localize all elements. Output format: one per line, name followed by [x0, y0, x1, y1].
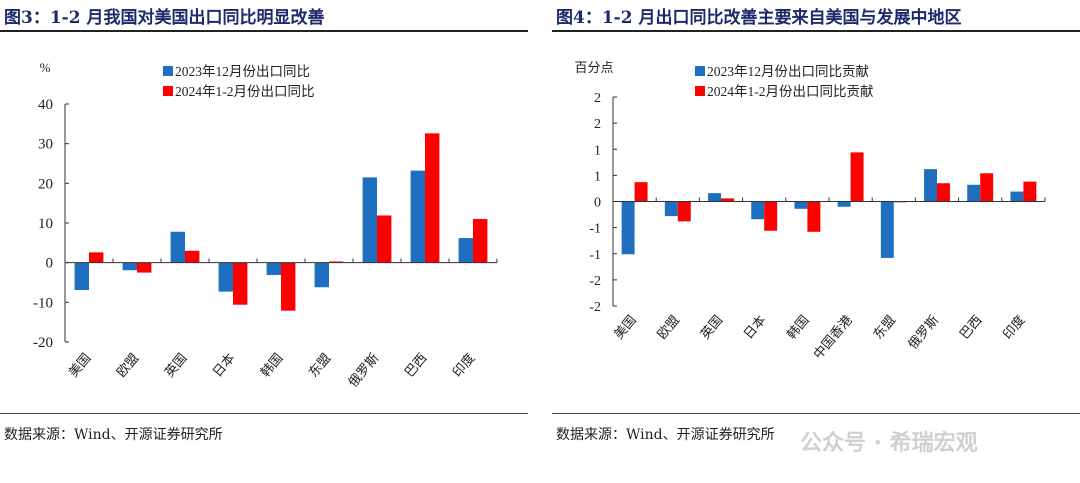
bar	[708, 193, 721, 202]
y-tick-label: 0	[594, 196, 601, 211]
bar	[218, 262, 233, 292]
bar	[410, 170, 425, 263]
x-tick-label: 欧盟	[654, 312, 682, 342]
x-tick-label: 东盟	[870, 312, 898, 342]
bar-chart-1: 40 30 20 10 0 -10 -20% 2023年12月份出口同比 2024年1-2月份出…	[33, 60, 498, 390]
bar	[937, 183, 950, 202]
y-tick-label: 1	[594, 143, 601, 158]
bar	[1023, 181, 1037, 202]
bar	[458, 238, 473, 263]
y-tick-label: -2	[589, 300, 601, 315]
y-tick-label: 2	[594, 91, 601, 106]
y-tick-label: -20	[33, 335, 53, 351]
x-tick-label: 巴西	[956, 312, 984, 342]
y-tick-label: 20	[38, 176, 53, 192]
bar	[621, 201, 635, 255]
bar	[362, 177, 377, 263]
y-axis-unit: 百分点	[574, 60, 613, 75]
bar	[74, 262, 89, 291]
bar	[233, 262, 248, 305]
bar	[751, 201, 765, 220]
legend-label: 2023年12月份出口同比贡献	[707, 64, 869, 79]
bar	[807, 201, 821, 232]
bar	[880, 201, 894, 258]
x-tick-label: 韩国	[257, 350, 285, 380]
x-tick-label: 中国香港	[810, 312, 855, 361]
bar	[967, 184, 981, 202]
legend-swatch	[163, 66, 173, 76]
x-tick-label: 日本	[209, 350, 237, 380]
x-tick-label: 巴西	[401, 350, 429, 380]
bar	[924, 169, 937, 202]
bar	[185, 250, 200, 263]
bar	[837, 201, 851, 207]
y-tick-label: 30	[38, 137, 53, 153]
y-tick-label: 2	[594, 117, 601, 132]
bar	[634, 182, 648, 202]
bar	[137, 262, 152, 273]
bar	[677, 201, 691, 222]
bar	[473, 219, 488, 263]
y-tick-label: -1	[589, 248, 601, 263]
x-tick-label: 俄罗斯	[905, 312, 942, 352]
bar	[329, 261, 344, 263]
bar	[266, 262, 281, 275]
y-tick-label: -1	[589, 222, 601, 237]
y-tick-label: 0	[46, 256, 54, 272]
chart-title: 图4：1-2 月出口同比改善主要来自美国与发展中地区	[556, 8, 962, 28]
legend-swatch	[163, 86, 173, 96]
bar	[425, 133, 440, 263]
bar	[980, 173, 994, 202]
y-tick-label: -2	[589, 274, 601, 289]
source-note: 数据来源：Wind、开源证券研究所	[556, 427, 775, 443]
bar-chart-2: 2 2 1 1 0 -1 -1 -2 -2 百分点 2023年12月份出口同比贡献 2024年1-2月…	[574, 60, 1046, 362]
y-tick-label: 40	[38, 97, 53, 113]
bar	[122, 262, 137, 271]
x-tick-label: 日本	[740, 312, 768, 342]
legend-label: 2024年1-2月份出口同比贡献	[707, 84, 874, 99]
chart-panel-2: 图4：1-2 月出口同比改善主要来自美国与发展中地区 2 2 1 1 0 -1 -1 -2 -2…	[552, 0, 1080, 483]
legend-label: 2023年12月份出口同比	[175, 64, 310, 79]
x-tick-label: 东盟	[305, 350, 333, 380]
bar	[89, 252, 104, 263]
bar	[850, 152, 864, 202]
y-tick-label: 10	[38, 216, 53, 232]
x-tick-label: 印度	[449, 350, 477, 380]
bar	[1010, 191, 1024, 202]
bar	[794, 201, 808, 209]
y-axis-unit: %	[40, 60, 51, 75]
chart-panel-1: 图3：1-2 月我国对美国出口同比明显改善 40 30 20 10 0 -10 -20% 20…	[0, 0, 528, 483]
bar	[377, 215, 392, 263]
y-tick-label: -10	[33, 295, 53, 311]
bar	[170, 231, 185, 263]
bar	[664, 201, 678, 217]
divider	[552, 30, 1080, 32]
bar	[281, 262, 296, 311]
bar	[721, 198, 734, 202]
x-tick-label: 美国	[611, 312, 639, 342]
x-tick-label: 美国	[65, 350, 93, 380]
x-tick-label: 英国	[697, 312, 725, 342]
x-tick-label: 欧盟	[113, 350, 141, 380]
legend-swatch	[695, 86, 705, 96]
legend-swatch	[695, 66, 705, 76]
bar	[764, 201, 778, 231]
chart-title: 图3：1-2 月我国对美国出口同比明显改善	[4, 8, 325, 28]
source-note: 数据来源：Wind、开源证券研究所	[4, 427, 223, 443]
divider	[0, 413, 528, 414]
y-tick-label: 1	[594, 169, 601, 184]
x-tick-label: 俄罗斯	[345, 350, 382, 390]
x-tick-label: 印度	[1000, 312, 1028, 342]
divider	[0, 30, 528, 32]
divider	[552, 413, 1080, 414]
watermark: 公众号 · 希瑞宏观	[800, 431, 978, 456]
legend-label: 2024年1-2月份出口同比	[175, 84, 315, 99]
x-tick-label: 韩国	[784, 312, 812, 342]
x-tick-label: 英国	[161, 350, 189, 380]
bar	[314, 262, 329, 288]
